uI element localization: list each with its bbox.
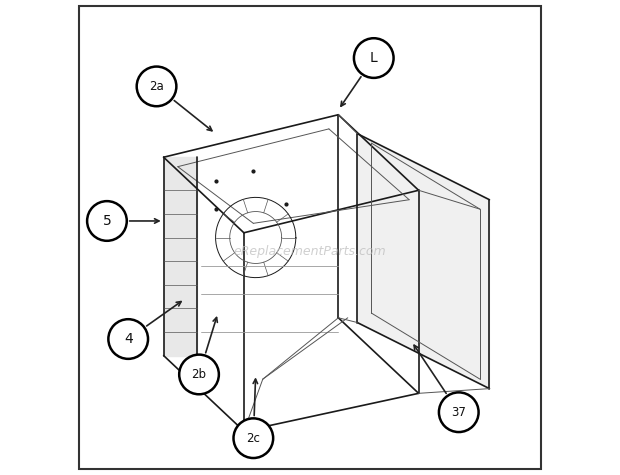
Polygon shape xyxy=(164,157,197,356)
Text: 4: 4 xyxy=(124,332,133,346)
Circle shape xyxy=(179,355,219,394)
Text: eReplacementParts.com: eReplacementParts.com xyxy=(234,245,386,258)
Circle shape xyxy=(108,319,148,359)
Circle shape xyxy=(439,392,479,432)
Text: 37: 37 xyxy=(451,406,466,419)
Circle shape xyxy=(234,418,273,458)
Circle shape xyxy=(354,38,394,78)
Circle shape xyxy=(136,66,176,106)
Text: 2c: 2c xyxy=(246,432,260,445)
Circle shape xyxy=(87,201,126,241)
Text: 5: 5 xyxy=(102,214,112,228)
Text: 2a: 2a xyxy=(149,80,164,93)
Text: 2b: 2b xyxy=(192,368,206,381)
Text: L: L xyxy=(370,51,378,65)
Polygon shape xyxy=(357,133,489,389)
